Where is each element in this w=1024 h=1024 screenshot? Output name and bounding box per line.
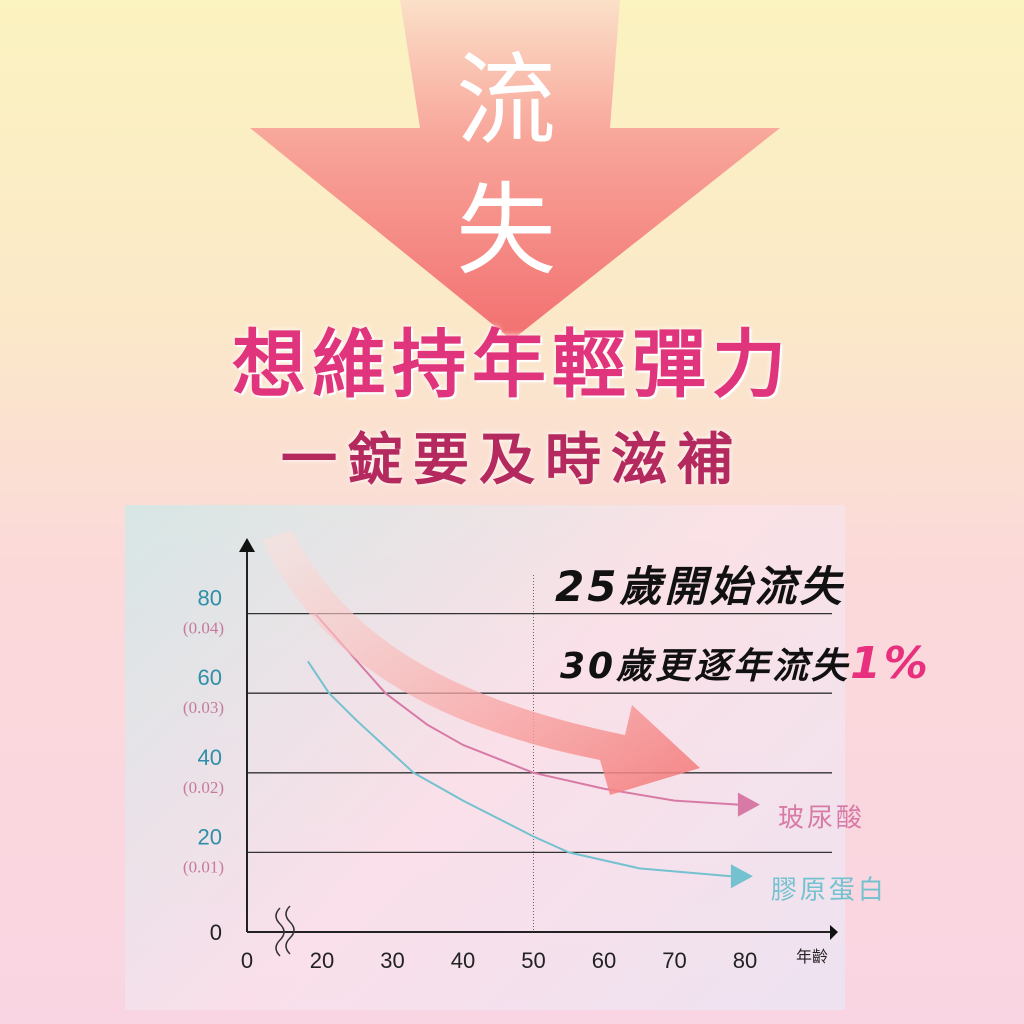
x-axis-label: 年齡 — [796, 947, 828, 966]
y-tick-sublabel: (0.04) — [183, 619, 224, 638]
x-axis-arrow-icon — [830, 925, 838, 940]
headline: 想維持年輕彈力 — [232, 322, 792, 408]
chart-panel — [125, 505, 845, 1010]
subheadline: 一錠要及時滋補 — [281, 427, 743, 493]
series-arrowhead-icon — [730, 864, 753, 889]
annotation-percent: 1% — [850, 638, 931, 689]
x-tick-label: 50 — [521, 948, 545, 973]
series-label: 玻尿酸 — [778, 804, 865, 834]
down-arrow-icon — [250, 0, 780, 340]
arrow-text-1: 流 — [456, 42, 556, 159]
x-tick-label: 70 — [662, 948, 686, 973]
y-tick-label: 80 — [198, 586, 222, 611]
series-arrowhead-icon — [737, 792, 760, 817]
x-tick-label: 20 — [310, 948, 334, 973]
y-tick-label: 20 — [198, 824, 222, 849]
decline-arrow-banner: 流 失 — [250, 0, 780, 340]
series-line-collagen — [307, 660, 731, 878]
y-tick-label: 40 — [198, 745, 222, 770]
annotation-age-25: 25歲開始流失 — [555, 562, 845, 611]
series-label: 膠原蛋白 — [771, 875, 887, 905]
x-tick-label: 40 — [451, 948, 475, 973]
x-tick-label: 80 — [733, 948, 757, 973]
big-decline-arrow — [262, 530, 700, 795]
x-tick-label: 0 — [241, 948, 253, 973]
y-tick-sublabel: (0.01) — [183, 857, 224, 876]
y-tick-label: 60 — [198, 665, 222, 690]
y-tick-sublabel: (0.02) — [183, 778, 224, 797]
y-tick-label: 0 — [210, 920, 222, 945]
y-axis-arrow-icon — [239, 538, 255, 552]
arrow-text-2: 失 — [456, 172, 556, 289]
x-tick-label: 60 — [592, 948, 616, 973]
axis-break-icon — [275, 905, 295, 957]
annotation-age-30-text: 30歲更逐年流失 — [560, 646, 851, 687]
y-tick-sublabel: (0.03) — [183, 698, 224, 717]
series-line-hyaluronic — [314, 612, 739, 806]
annotation-age-30: 30歲更逐年流失1% — [560, 637, 931, 689]
x-tick-label: 30 — [380, 948, 404, 973]
